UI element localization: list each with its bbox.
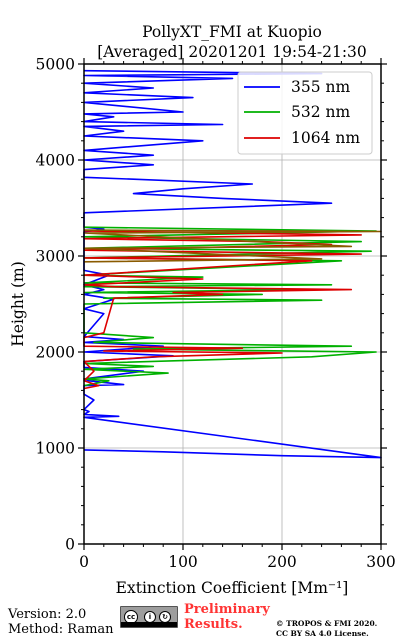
legend-box: [237, 71, 373, 155]
legend-label-355: 355 nm: [291, 78, 350, 96]
y-tick-label: 3000: [36, 248, 75, 266]
y-tick-label: 1000: [36, 440, 75, 458]
copyright-notice: © TROPOS & FMI 2020. CC BY SA 4.0 Licens…: [276, 619, 377, 638]
cc-by-sa-icon: cc i ↻: [120, 606, 178, 628]
x-tick-label: 0: [79, 553, 89, 571]
preliminary-line-2: Results.: [184, 617, 243, 632]
preliminary-notice: Preliminary Results.: [184, 602, 270, 632]
legend: 355 nm 532 nm 1064 nm: [237, 71, 373, 155]
y-tick-label: 5000: [36, 56, 75, 74]
legend-label-532: 532 nm: [291, 103, 350, 121]
method-label: Method: Raman: [8, 622, 114, 637]
x-axis-label: Extinction Coefficient [Mm⁻¹]: [116, 579, 349, 597]
copyright-line-1: © TROPOS & FMI 2020.: [276, 619, 378, 628]
x-tick-label: 200: [267, 553, 297, 571]
cc-strip: [121, 622, 177, 627]
chart-subtitle: [Averaged] 20201201 19:54-21:30: [97, 43, 367, 61]
series-line-1064-nm: [83, 230, 363, 390]
preliminary-line-1: Preliminary: [184, 602, 270, 617]
ticks: [78, 58, 387, 550]
plot-frame: [83, 63, 382, 545]
by-icon: i: [144, 611, 156, 623]
version-label: Version: 2.0: [8, 607, 87, 622]
y-tick-label: 2000: [36, 344, 75, 362]
y-tick-label: 4000: [36, 152, 75, 170]
x-tick-label: 300: [366, 553, 396, 571]
y-axis-label: Height (m): [9, 261, 27, 347]
copyright-line-2: CC BY SA 4.0 License.: [276, 628, 369, 638]
chart-title: PollyXT_FMI at Kuopio: [142, 23, 322, 41]
legend-label-1064: 1064 nm: [291, 129, 360, 147]
x-tick-label: 100: [168, 553, 198, 571]
y-tick-label: 0: [65, 536, 75, 554]
